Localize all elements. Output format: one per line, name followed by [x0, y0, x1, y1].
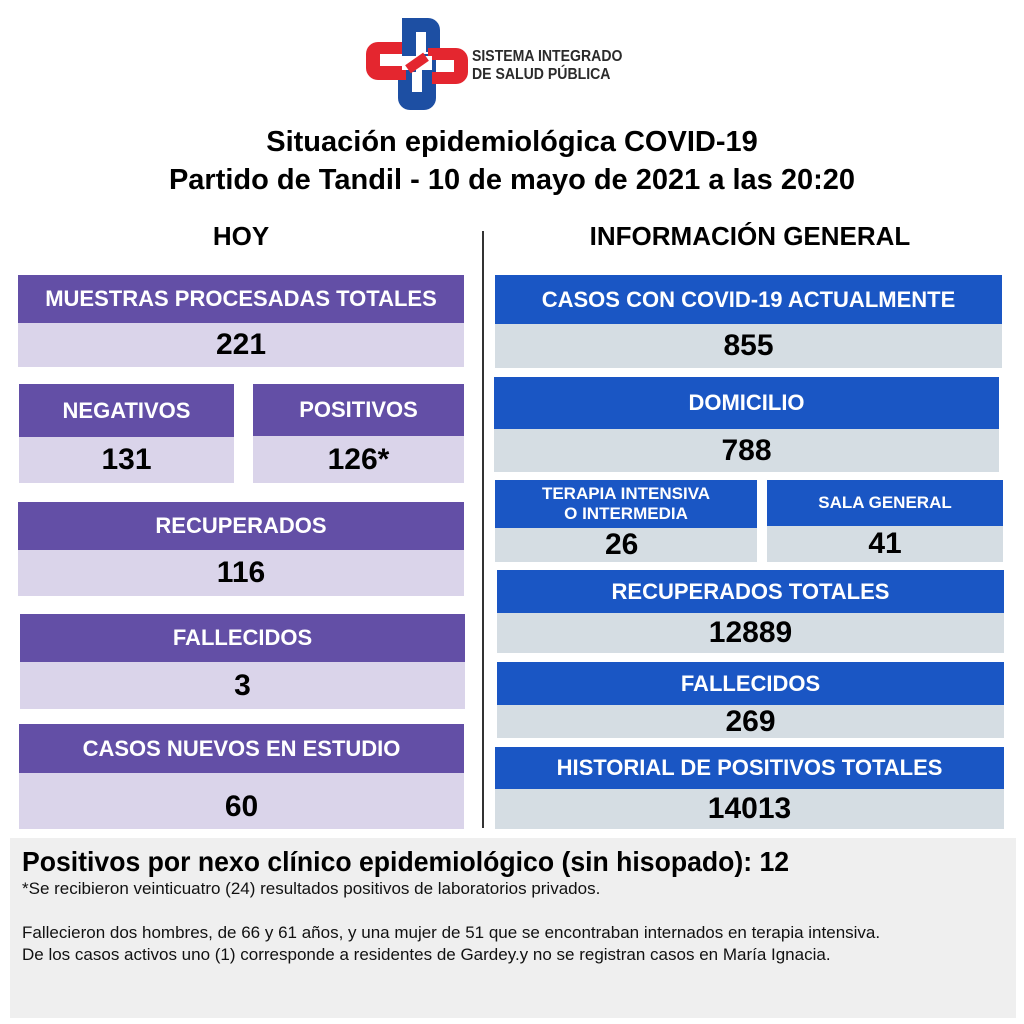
section-heading-hoy: HOY [212, 221, 270, 251]
card-fallecidos-hoy: FALLECIDOS 3 [20, 614, 465, 709]
page-subtitle: Partido de Tandil - 10 de mayo de 2021 a… [168, 164, 856, 196]
footnote-laboratorios: *Se recibieron veinticuatro (24) resulta… [22, 879, 601, 898]
card-value: 126* [253, 436, 464, 483]
page-title: Situación epidemiológica COVID-19 [266, 126, 758, 158]
sisp-cross-icon [366, 18, 468, 110]
card-label-line-1: TERAPIA INTENSIVA [541, 484, 711, 503]
card-value: 14013 [495, 789, 1004, 829]
card-label: CASOS NUEVOS EN ESTUDIO [19, 724, 464, 773]
card-value: 12889 [497, 613, 1004, 653]
card-muestras: MUESTRAS PROCESADAS TOTALES 221 [18, 275, 464, 367]
nexo-clinico-headline: Positivos por nexo clínico epidemiológic… [22, 846, 790, 877]
card-value: 3 [20, 662, 465, 709]
card-label-line-2: O INTERMEDIA [564, 504, 688, 523]
card-label: MUESTRAS PROCESADAS TOTALES [18, 275, 464, 323]
card-label: DOMICILIO [494, 377, 999, 429]
card-value: 269 [497, 705, 1004, 738]
card-fallecidos-totales: FALLECIDOS 269 [497, 662, 1004, 738]
card-label: TERAPIA INTENSIVA O INTERMEDIA [495, 480, 757, 528]
section-heading-general: INFORMACIÓN GENERAL [589, 221, 911, 251]
note-fallecidos: Fallecieron dos hombres, de 66 y 61 años… [22, 923, 881, 942]
card-historial-positivos: HISTORIAL DE POSITIVOS TOTALES 14013 [495, 747, 1004, 829]
card-label: HISTORIAL DE POSITIVOS TOTALES [495, 747, 1004, 789]
card-label: RECUPERADOS [18, 502, 464, 550]
card-positivos: POSITIVOS 126* [253, 384, 464, 483]
notes-panel: Positivos por nexo clínico epidemiológic… [10, 838, 1016, 1018]
card-label: RECUPERADOS TOTALES [497, 570, 1004, 613]
logo-line-1: SISTEMA INTEGRADO [472, 48, 623, 65]
card-value: 116 [18, 550, 464, 596]
card-label: FALLECIDOS [20, 614, 465, 662]
note-casos-activos: De los casos activos uno (1) corresponde… [22, 945, 831, 964]
column-divider [482, 231, 484, 828]
card-domicilio: DOMICILIO 788 [494, 377, 999, 472]
card-terapia-intensiva: TERAPIA INTENSIVA O INTERMEDIA 26 [495, 480, 757, 562]
card-value: 26 [495, 528, 757, 562]
sisp-logo [362, 14, 632, 114]
sisp-logo-text: SISTEMA INTEGRADO DE SALUD PÚBLICA [472, 48, 622, 84]
card-label: CASOS CON COVID-19 ACTUALMENTE [495, 275, 1002, 324]
card-casos-actuales: CASOS CON COVID-19 ACTUALMENTE 855 [495, 275, 1002, 368]
card-label: SALA GENERAL [767, 480, 1003, 526]
logo-line-2: DE SALUD PÚBLICA [472, 66, 611, 83]
card-value: 788 [494, 429, 999, 472]
card-casos-nuevos: CASOS NUEVOS EN ESTUDIO 60 [19, 724, 464, 829]
card-label: NEGATIVOS [19, 384, 234, 437]
card-label: FALLECIDOS [497, 662, 1004, 705]
card-value: 221 [18, 323, 464, 367]
card-value: 41 [767, 526, 1003, 562]
card-value: 60 [19, 773, 464, 829]
card-value: 855 [495, 324, 1002, 368]
spacer [22, 900, 1008, 922]
card-value: 131 [19, 437, 234, 483]
card-label: POSITIVOS [253, 384, 464, 436]
card-sala-general: SALA GENERAL 41 [767, 480, 1003, 562]
card-recuperados: RECUPERADOS 116 [18, 502, 464, 596]
card-recuperados-totales: RECUPERADOS TOTALES 12889 [497, 570, 1004, 653]
card-negativos: NEGATIVOS 131 [19, 384, 234, 483]
